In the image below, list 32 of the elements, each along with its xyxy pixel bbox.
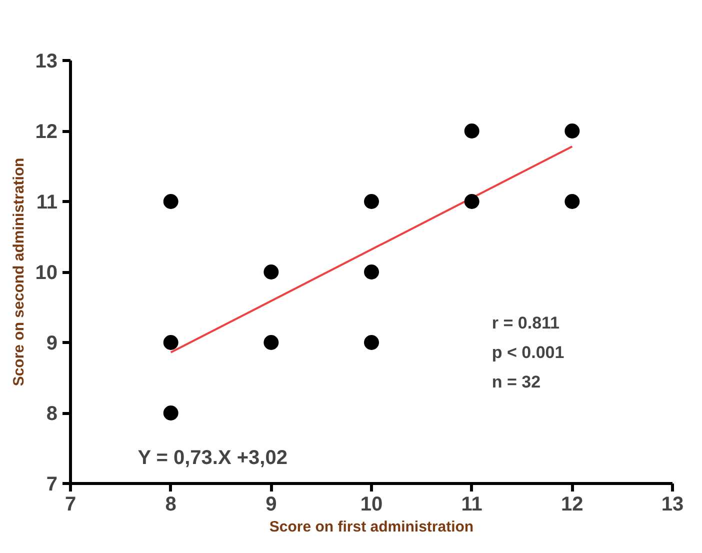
point — [364, 335, 379, 350]
point — [464, 124, 480, 138]
x-tick-label: 9 — [266, 494, 277, 516]
y-tick-label: 8 — [46, 403, 58, 425]
y-tick-label: 9 — [46, 332, 58, 354]
y-tick-label: 13 — [35, 50, 58, 72]
y-axis-title: Score on second administration — [10, 158, 28, 386]
point — [564, 194, 580, 209]
point — [364, 194, 379, 209]
point — [163, 194, 178, 209]
x-tick-label: 10 — [360, 494, 383, 516]
x-tick-label: 7 — [64, 494, 76, 516]
y-tick-label: 7 — [46, 474, 58, 496]
point — [264, 335, 279, 350]
annotation: p < 0.001 — [492, 342, 564, 362]
x-tick-label: 13 — [661, 494, 684, 516]
point — [163, 406, 178, 420]
annotation: n = 32 — [492, 372, 541, 392]
point — [264, 264, 279, 280]
y-tick-label: 10 — [35, 262, 58, 284]
annotation: r = 0.811 — [492, 313, 560, 332]
x-tick-label: 12 — [561, 494, 584, 516]
point — [364, 264, 379, 280]
x-tick-label: 11 — [461, 494, 482, 516]
point — [464, 194, 480, 209]
point — [163, 335, 178, 350]
y-tick-label: 11 — [36, 192, 58, 214]
annotation: Y = 0,73.X +3,02 — [138, 447, 288, 470]
x-axis-title: Score on first administration — [269, 518, 474, 536]
x-tick-label: 8 — [165, 494, 176, 516]
point — [564, 124, 580, 138]
y-tick-label: 12 — [35, 121, 58, 143]
